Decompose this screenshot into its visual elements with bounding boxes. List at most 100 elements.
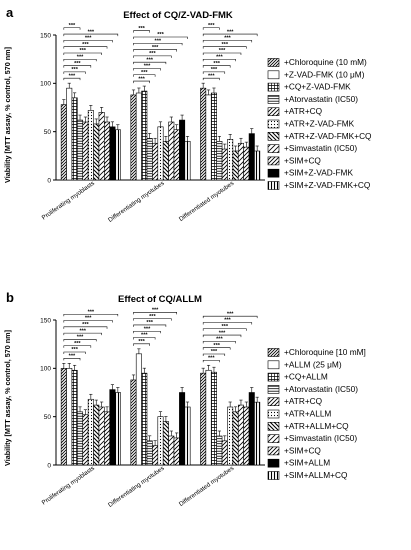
significance-bracket [63, 77, 81, 81]
legend-swatch [267, 82, 280, 92]
bar [210, 92, 217, 181]
legend-swatch [267, 397, 280, 407]
significance-bracket [133, 337, 156, 340]
bar [114, 129, 121, 181]
category-label: Differentiated myotubes [178, 465, 235, 508]
significance-label: *** [227, 311, 234, 317]
plot-area: 050100150************************Prolife… [40, 308, 265, 509]
significance-label: *** [149, 51, 156, 57]
legend-swatch [267, 434, 280, 443]
legend-swatch [267, 458, 280, 468]
y-tick-label: 150 [40, 317, 51, 324]
bar [237, 404, 244, 466]
chart-title: Effect of CQ/ALLM [118, 294, 202, 305]
significance-label: *** [224, 36, 231, 42]
bar [243, 406, 250, 466]
significance-label: *** [224, 318, 231, 324]
significance-bracket [133, 61, 167, 65]
legend-entry: +SIM+Z-VAD-FMK+CQ [284, 180, 371, 190]
bar [71, 97, 78, 181]
y-tick-label: 0 [47, 177, 51, 184]
bar [173, 129, 180, 181]
significance-label: *** [211, 349, 218, 355]
bar [227, 406, 234, 466]
significance-bracket [202, 341, 236, 344]
significance-bracket [63, 313, 119, 317]
significance-bracket [63, 52, 102, 55]
y-axis-label: Viability [MTT assay, % control, 570 nm] [3, 330, 12, 466]
bar [66, 87, 73, 181]
bar [205, 369, 212, 466]
bar [104, 121, 111, 181]
bar [254, 401, 261, 466]
significance-bracket [63, 332, 102, 336]
legend-swatch [267, 446, 280, 456]
bar [179, 392, 186, 466]
legend: +Chloroquine (10 mM) +Z-VAD-FMK (10 μM) +C… [267, 57, 372, 190]
significance-bracket [202, 46, 247, 49]
significance-bracket [202, 347, 231, 350]
significance-bracket [202, 315, 258, 319]
legend-entry: +CQ+Z-VAD-FMK [284, 82, 351, 92]
significance-bracket [133, 36, 188, 39]
significance-bracket [202, 33, 258, 37]
legend-swatch [267, 58, 280, 67]
significance-bracket [63, 358, 81, 361]
significance-label: *** [222, 324, 229, 330]
legend-swatch [267, 348, 280, 357]
bar [114, 392, 121, 466]
significance-bracket [133, 74, 156, 77]
bar [205, 94, 212, 181]
bar [179, 119, 186, 181]
significance-bracket [202, 27, 220, 30]
bar [221, 440, 228, 466]
significance-label: *** [77, 335, 84, 341]
y-tick-label: 100 [40, 366, 51, 373]
bar [232, 411, 239, 466]
bar [210, 371, 217, 466]
bar [135, 353, 142, 466]
legend-entry: +ATR+ALLM [284, 409, 331, 419]
significance-label: *** [208, 73, 215, 79]
significance-label: *** [152, 45, 159, 51]
bar [141, 372, 148, 466]
bar [130, 379, 137, 466]
significance-label: *** [88, 309, 95, 315]
legend-entry: +SIM+ALLM+CQ [284, 470, 348, 480]
significance-bracket [63, 40, 113, 43]
legend-entry: +Chloroquine (10 mM) [284, 57, 367, 67]
y-tick-label: 100 [40, 81, 51, 88]
y-tick-label: 0 [47, 462, 51, 469]
significance-label: *** [74, 341, 81, 347]
significance-label: *** [211, 67, 218, 73]
bar [157, 416, 164, 466]
bar [60, 104, 67, 181]
bar [60, 368, 67, 466]
significance-bracket [133, 324, 167, 327]
significance-label: *** [144, 326, 151, 332]
y-tick-label: 150 [40, 32, 51, 39]
bar [237, 142, 244, 181]
significance-bracket [202, 65, 231, 68]
legend-swatch [267, 70, 280, 80]
legend-swatch [267, 471, 280, 480]
significance-bracket [202, 328, 247, 331]
significance-label: *** [157, 32, 164, 38]
legend-entry: +Simvastatin (IC50) [284, 143, 357, 153]
significance-bracket [133, 68, 161, 71]
bar [135, 92, 142, 181]
legend-swatch [267, 421, 280, 431]
significance-label: *** [82, 322, 89, 328]
legend-entry: +SIM+CQ [284, 445, 321, 455]
significance-bracket [133, 42, 183, 46]
bar [157, 126, 164, 181]
legend-entry: +ATR+Z-VAD-FMK [284, 119, 355, 129]
chart-title: Effect of CQ/Z-VAD-FMK [123, 10, 233, 21]
category-label: Proliferating myoblasts [41, 465, 96, 507]
significance-bracket [133, 55, 172, 58]
bar [200, 372, 207, 466]
significance-label: *** [208, 23, 215, 29]
significance-label: *** [149, 314, 156, 320]
significance-bracket [63, 65, 92, 68]
significance-bracket [133, 330, 161, 334]
